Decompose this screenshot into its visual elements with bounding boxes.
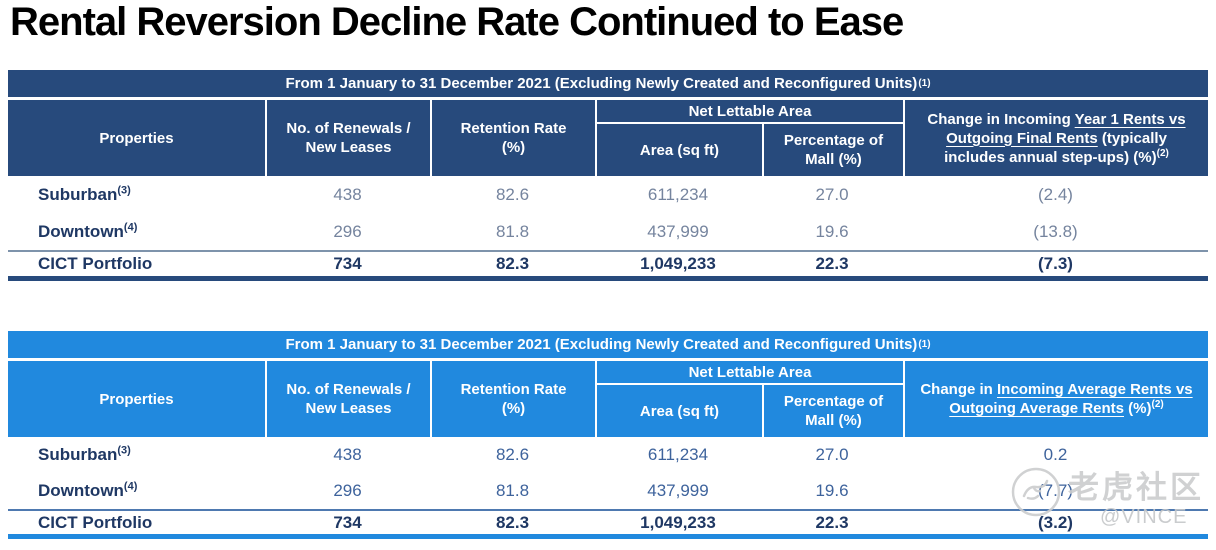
value-pct-mall: 19.6: [815, 481, 849, 500]
row-label: Downtown: [38, 481, 124, 500]
footnote-ref-3: (3): [117, 183, 131, 196]
col-group-net-lettable-area: Net Lettable Area Area (sq ft) Percentag…: [595, 361, 903, 437]
col-header-area: Area (sq ft): [639, 402, 720, 420]
column-header-row: Properties No. of Renewals / New Leases …: [8, 100, 1208, 176]
period-header-text: From 1 January to 31 December 2021 (Excl…: [285, 336, 918, 353]
table-row-downtown: Downtown(4) 296 81.8 437,999 19.6 (7.7): [8, 473, 1208, 509]
value-change: (3.2): [1038, 512, 1073, 532]
col-group-net-lettable-area: Net Lettable Area Area (sq ft) Percentag…: [595, 100, 903, 176]
value-area: 611,234: [647, 184, 709, 204]
table-row-cict-portfolio-total: CICT Portfolio 734 82.3 1,049,233 22.3 (…: [8, 250, 1208, 281]
value-pct-mall: 22.3: [815, 254, 849, 273]
col-header-change-rents: Change in Incoming Average Rents vs Outg…: [903, 361, 1208, 437]
value-pct-mall: 22.3: [815, 512, 849, 532]
value-pct-mall: 27.0: [815, 184, 849, 204]
row-label: Suburban: [38, 445, 118, 464]
value-retention: 82.3: [495, 512, 530, 532]
col-header-retention: Retention Rate (%): [430, 100, 595, 176]
value-pct-mall: 27.0: [815, 445, 849, 464]
col-header-nla: Net Lettable Area: [597, 361, 903, 385]
value-area: 437,999: [647, 221, 709, 241]
value-renewals: 734: [333, 254, 362, 273]
value-retention: 82.3: [495, 254, 530, 273]
value-renewals: 296: [333, 221, 362, 241]
footnote-ref-3: (3): [117, 444, 131, 457]
col-header-renewals: No. of Renewals / New Leases: [265, 361, 430, 437]
value-area: 1,049,233: [640, 254, 716, 273]
value-area: 1,049,233: [640, 512, 716, 532]
value-change: (2.4): [1038, 184, 1073, 204]
col-header-nla: Net Lettable Area: [597, 100, 903, 124]
table-row-cict-portfolio-total: CICT Portfolio 734 82.3 1,049,233 22.3 (…: [8, 509, 1208, 539]
period-header: From 1 January to 31 December 2021 (Excl…: [8, 70, 1208, 97]
value-area: 611,234: [647, 445, 709, 464]
value-retention: 82.6: [495, 445, 530, 464]
col-header-properties: Properties: [99, 129, 174, 147]
col-header-renewals: No. of Renewals / New Leases: [265, 100, 430, 176]
footnote-ref-2: (2): [1156, 147, 1169, 159]
footnote-ref-4: (4): [123, 480, 138, 493]
value-change: (7.7): [1038, 481, 1073, 500]
table-row-suburban: Suburban(3) 438 82.6 611,234 27.0 (2.4): [8, 176, 1208, 213]
value-renewals: 296: [333, 481, 362, 500]
value-retention: 82.6: [495, 184, 530, 204]
value-change: 0.2: [1043, 445, 1068, 464]
col-header-pct-mall: Percentage of Mall (%): [761, 124, 903, 176]
value-renewals: 438: [333, 184, 362, 204]
footnote-ref-2: (2): [1151, 399, 1164, 410]
row-label: Suburban: [38, 184, 118, 204]
table-year1-vs-final-rents: From 1 January to 31 December 2021 (Excl…: [8, 70, 1208, 281]
col-header-retention: Retention Rate (%): [430, 361, 595, 437]
table-row-suburban: Suburban(3) 438 82.6 611,234 27.0 0.2: [8, 437, 1208, 473]
row-label: Downtown: [38, 221, 124, 241]
value-retention: 81.8: [495, 221, 530, 241]
page-title: Rental Reversion Decline Rate Continued …: [10, 0, 904, 44]
col-header-pct-mall: Percentage of Mall (%): [761, 385, 903, 437]
column-header-row: Properties No. of Renewals / New Leases …: [8, 361, 1208, 437]
value-area: 437,999: [647, 481, 709, 500]
footnote-ref-4: (4): [123, 220, 138, 233]
col-header-properties: Properties: [99, 390, 174, 408]
value-pct-mall: 19.6: [815, 221, 849, 241]
table-average-rents: From 1 January to 31 December 2021 (Excl…: [8, 331, 1208, 539]
col-header-area: Area (sq ft): [639, 141, 720, 159]
row-label: CICT Portfolio: [38, 254, 153, 273]
value-renewals: 438: [333, 445, 362, 464]
table-row-downtown: Downtown(4) 296 81.8 437,999 19.6 (13.8): [8, 213, 1208, 250]
value-renewals: 734: [333, 512, 362, 532]
value-change: (13.8): [1033, 221, 1078, 241]
value-change: (7.3): [1038, 254, 1073, 273]
period-header: From 1 January to 31 December 2021 (Excl…: [8, 331, 1208, 358]
period-header-text: From 1 January to 31 December 2021 (Excl…: [285, 75, 918, 92]
value-retention: 81.8: [495, 481, 530, 500]
row-label: CICT Portfolio: [38, 512, 153, 532]
col-header-change-rents: Change in Incoming Year 1 Rents vs Outgo…: [903, 100, 1208, 176]
